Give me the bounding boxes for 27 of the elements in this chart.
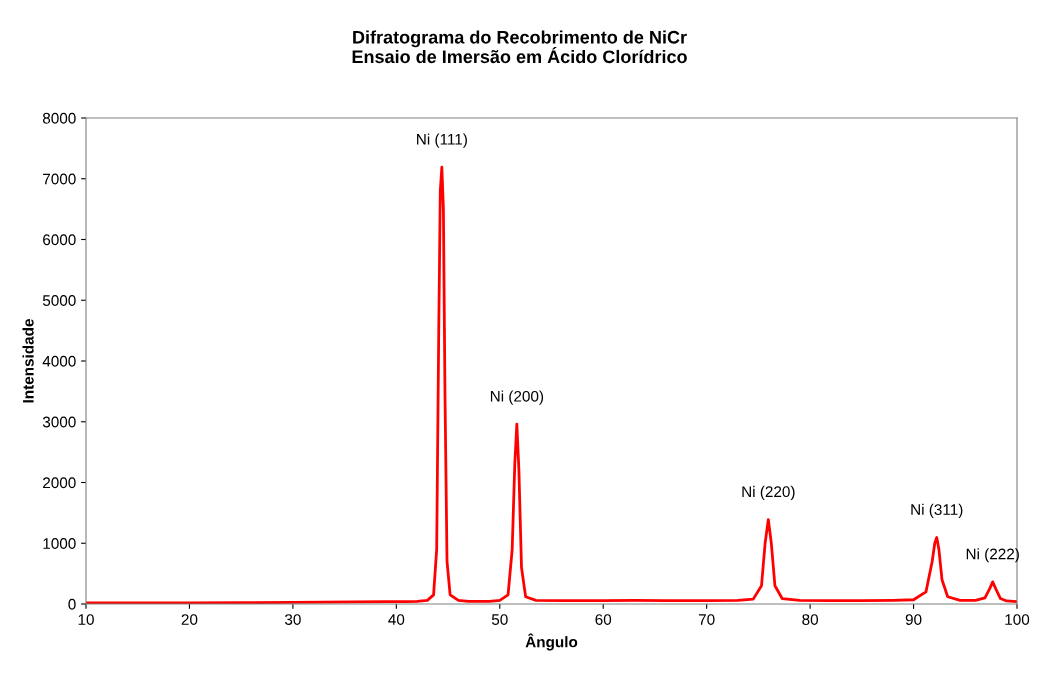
x-tick-label: 80 [802,614,819,625]
x-axis-title: Ângulo [525,633,578,651]
x-tick-label: 40 [388,614,405,625]
y-tick-label: 3000 [42,416,76,428]
x-tick-label: 10 [78,614,94,625]
y-tick-label: 8000 [42,112,76,124]
y-tick-label: 4000 [42,355,76,367]
y-tick-label: 6000 [43,234,76,246]
x-tick-label: 70 [698,614,715,625]
x-tick-label: 60 [595,614,612,625]
x-tick-label: 90 [905,614,922,625]
annotation: Ni (220) [742,485,795,501]
x-tick-label: 20 [181,614,198,625]
annotation: Ni (111) [417,133,467,148]
x-tick-label: 30 [284,614,301,625]
x-tick-label: 50 [491,614,508,625]
annotation: Ni (311) [911,503,963,519]
y-tick-label: 7000 [43,173,76,185]
y-tick-label: 0 [68,598,76,610]
annotation: Ni (200) [490,390,544,405]
y-tick-label: 1000 [43,538,76,549]
annotation: Ni (222) [966,548,1019,563]
y-axis-title: Intensidade [22,319,34,403]
chart-title: Difratograma do Recobrimento de NiCr Ensaio de Imersão em Ácido Clorídrico [352,30,687,64]
y-tick-label: 2000 [43,477,76,489]
x-tick-label: 100 [1005,614,1030,625]
y-tick-label: 5000 [42,295,76,306]
